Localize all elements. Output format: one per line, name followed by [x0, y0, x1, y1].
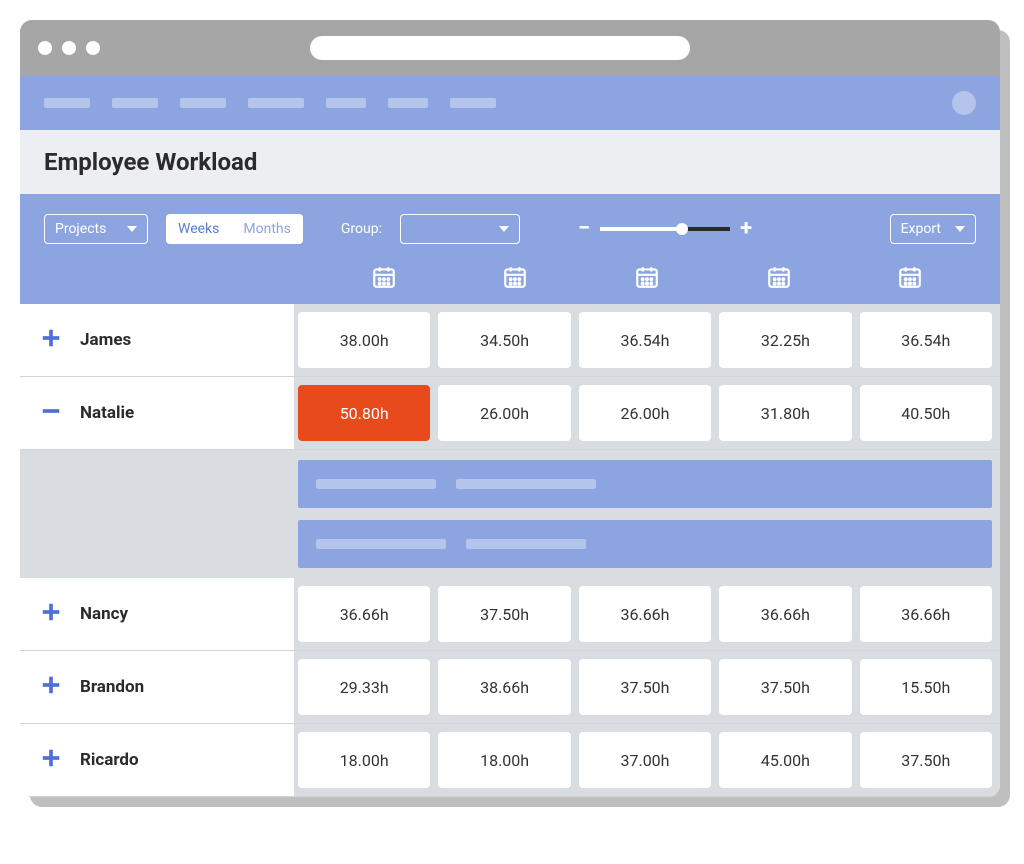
calendar-icon[interactable] — [713, 264, 845, 290]
nav-item[interactable] — [450, 98, 496, 108]
hours-cell[interactable]: 31.80h — [719, 385, 851, 441]
window-control-dot[interactable] — [62, 41, 76, 55]
view-months-button[interactable]: Months — [231, 214, 302, 244]
hours-cells: 29.33h38.66h37.50h37.50h15.50h — [294, 651, 1000, 723]
task-bar[interactable] — [298, 520, 992, 568]
employee-row: Ricardo18.00h18.00h37.00h45.00h37.50h — [20, 724, 1000, 797]
hours-cell[interactable]: 38.66h — [438, 659, 570, 715]
window-control-dot[interactable] — [38, 41, 52, 55]
hours-cell[interactable]: 36.66h — [719, 586, 851, 642]
task-bar[interactable] — [298, 460, 992, 508]
task-placeholder — [316, 479, 436, 489]
export-label: Export — [901, 221, 941, 237]
address-bar[interactable] — [310, 36, 690, 60]
employee-name-cell: Nancy — [20, 578, 294, 650]
hours-cell[interactable]: 26.00h — [438, 385, 570, 441]
calendar-icon[interactable] — [318, 264, 450, 290]
employee-name-cell: Natalie — [20, 377, 294, 449]
employee-row: Brandon29.33h38.66h37.50h37.50h15.50h — [20, 651, 1000, 724]
page-title: Employee Workload — [44, 148, 976, 176]
employee-row: James38.00h34.50h36.54h32.25h36.54h — [20, 304, 1000, 377]
export-dropdown[interactable]: Export — [890, 214, 976, 244]
employee-row: Natalie50.80h26.00h26.00h31.80h40.50h — [20, 377, 1000, 450]
employee-name: Nancy — [80, 604, 128, 624]
hours-cell[interactable]: 29.33h — [298, 659, 430, 715]
task-placeholder — [466, 539, 586, 549]
employee-name-cell: Brandon — [20, 651, 294, 723]
avatar[interactable] — [952, 91, 976, 115]
expand-icon[interactable] — [40, 747, 62, 773]
employee-name-cell: Ricardo — [20, 724, 294, 796]
column-header-row — [44, 248, 976, 304]
view-weeks-button[interactable]: Weeks — [166, 214, 231, 244]
app-window: Employee Workload Projects Weeks Months … — [20, 20, 1000, 797]
hours-cell[interactable]: 18.00h — [438, 732, 570, 788]
nav-item[interactable] — [44, 98, 90, 108]
chevron-down-icon — [499, 226, 509, 232]
employee-name: Natalie — [80, 403, 134, 423]
collapse-icon[interactable] — [40, 400, 62, 426]
window-control-dot[interactable] — [86, 41, 100, 55]
task-placeholder — [316, 539, 446, 549]
employee-name-cell: James — [20, 304, 294, 376]
zoom-out-button[interactable]: − — [578, 218, 590, 240]
employee-name: James — [80, 330, 131, 350]
hours-cell[interactable]: 37.00h — [579, 732, 711, 788]
zoom-in-button[interactable]: + — [740, 218, 752, 240]
zoom-control: − + — [578, 218, 752, 240]
nav-item[interactable] — [180, 98, 226, 108]
view-toggle: Weeks Months — [166, 214, 303, 244]
nav-item[interactable] — [388, 98, 428, 108]
slider-thumb[interactable] — [676, 223, 688, 235]
hours-cell[interactable]: 37.50h — [719, 659, 851, 715]
hours-cell[interactable]: 38.00h — [298, 312, 430, 368]
hours-cell[interactable]: 36.54h — [579, 312, 711, 368]
hours-cell[interactable]: 36.54h — [860, 312, 992, 368]
employee-name: Brandon — [80, 677, 144, 697]
workload-grid: James38.00h34.50h36.54h32.25h36.54hNatal… — [20, 304, 1000, 797]
hours-cell[interactable]: 15.50h — [860, 659, 992, 715]
hours-cell[interactable]: 36.66h — [860, 586, 992, 642]
hours-cell[interactable]: 37.50h — [860, 732, 992, 788]
calendar-icon[interactable] — [844, 264, 976, 290]
expand-icon[interactable] — [40, 327, 62, 353]
projects-dropdown[interactable]: Projects — [44, 214, 148, 244]
top-nav — [20, 76, 1000, 130]
projects-dropdown-label: Projects — [55, 221, 106, 237]
hours-cell[interactable]: 26.00h — [579, 385, 711, 441]
chevron-down-icon — [955, 226, 965, 232]
expand-icon[interactable] — [40, 674, 62, 700]
browser-chrome — [20, 20, 1000, 76]
hours-cells: 50.80h26.00h26.00h31.80h40.50h — [294, 377, 1000, 449]
hours-cell[interactable]: 37.50h — [438, 586, 570, 642]
page-header: Employee Workload — [20, 130, 1000, 194]
employee-row: Nancy36.66h37.50h36.66h36.66h36.66h — [20, 578, 1000, 651]
nav-item[interactable] — [248, 98, 304, 108]
hours-cell[interactable]: 37.50h — [579, 659, 711, 715]
expand-icon[interactable] — [40, 601, 62, 627]
hours-cell[interactable]: 36.66h — [298, 586, 430, 642]
hours-cell[interactable]: 45.00h — [719, 732, 851, 788]
group-dropdown[interactable] — [400, 214, 520, 244]
hours-cells: 18.00h18.00h37.00h45.00h37.50h — [294, 724, 1000, 796]
hours-cell[interactable]: 50.80h — [298, 385, 430, 441]
zoom-slider[interactable] — [600, 227, 730, 231]
hours-cell[interactable]: 18.00h — [298, 732, 430, 788]
nav-item[interactable] — [112, 98, 158, 108]
hours-cell[interactable]: 40.50h — [860, 385, 992, 441]
hours-cells: 36.66h37.50h36.66h36.66h36.66h — [294, 578, 1000, 650]
hours-cell[interactable]: 32.25h — [719, 312, 851, 368]
toolbar: Projects Weeks Months Group: − + Export — [20, 194, 1000, 304]
employee-name: Ricardo — [80, 750, 139, 770]
hours-cell[interactable]: 36.66h — [579, 586, 711, 642]
calendar-icon[interactable] — [581, 264, 713, 290]
hours-cells: 38.00h34.50h36.54h32.25h36.54h — [294, 304, 1000, 376]
calendar-icon[interactable] — [450, 264, 582, 290]
chevron-down-icon — [127, 226, 137, 232]
group-label: Group: — [341, 221, 382, 237]
nav-item[interactable] — [326, 98, 366, 108]
employee-detail-row — [20, 450, 1000, 578]
task-placeholder — [456, 479, 596, 489]
hours-cell[interactable]: 34.50h — [438, 312, 570, 368]
